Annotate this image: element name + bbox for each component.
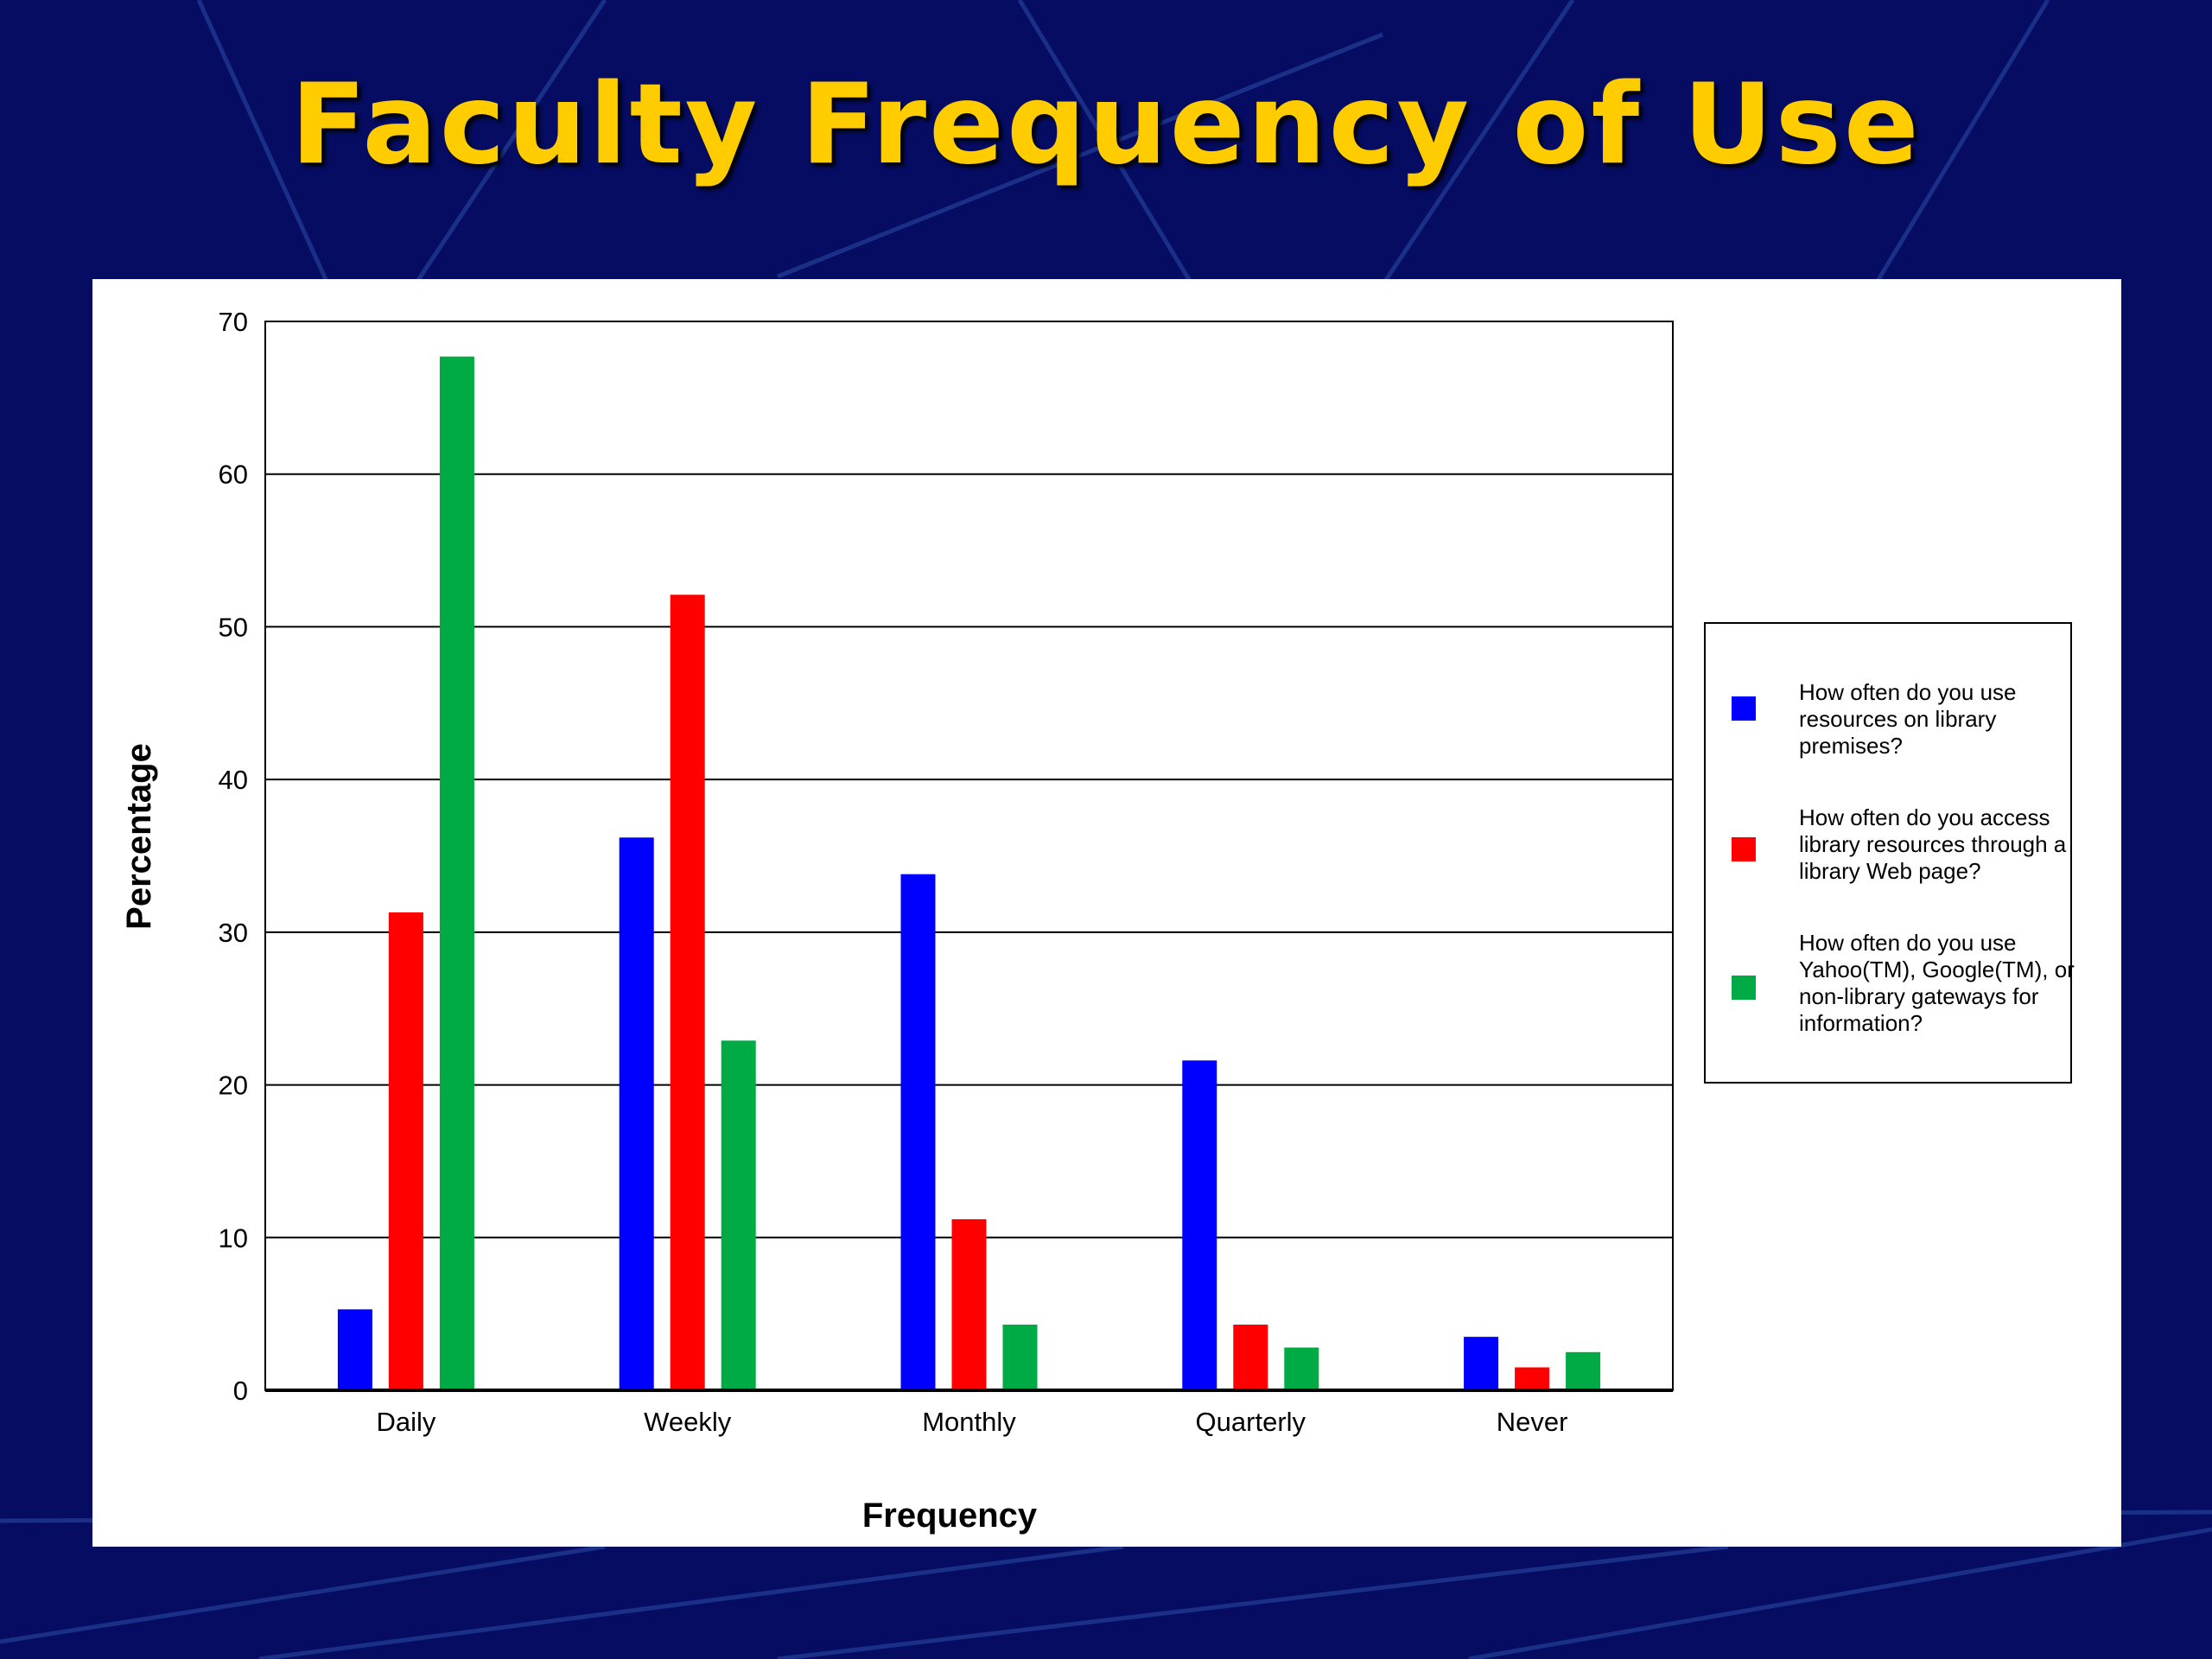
y-tick-label: 70 bbox=[219, 307, 248, 337]
bar-quarterly-series-3 bbox=[1284, 1347, 1319, 1390]
chart-legend: How often do you use resources on librar… bbox=[1704, 622, 2075, 1084]
x-axis-title: Frequency bbox=[862, 1497, 1038, 1535]
legend-label: How often do you access library resource… bbox=[1799, 804, 2067, 884]
bar-daily-series-3 bbox=[439, 356, 474, 1390]
bar-monthly-series-1 bbox=[900, 874, 936, 1390]
legend-label: How often do you use resources on librar… bbox=[1799, 679, 2017, 759]
y-tick-label: 10 bbox=[219, 1223, 248, 1253]
bar-quarterly-series-2 bbox=[1233, 1325, 1268, 1390]
y-tick-label: 20 bbox=[219, 1071, 248, 1101]
y-tick-label: 40 bbox=[219, 765, 248, 795]
bar-weekly-series-3 bbox=[721, 1040, 756, 1390]
x-tick-label: Weekly bbox=[644, 1407, 732, 1437]
bar-quarterly-series-1 bbox=[1182, 1060, 1217, 1390]
bar-never-series-1 bbox=[1464, 1337, 1499, 1390]
x-tick-label: Daily bbox=[376, 1407, 435, 1437]
bar-daily-series-2 bbox=[388, 912, 423, 1390]
gridlines bbox=[265, 473, 1673, 1239]
y-tick-labels: 0 10 20 30 40 50 60 70 bbox=[219, 307, 248, 1406]
y-tick-label: 30 bbox=[219, 918, 248, 948]
bar-never-series-2 bbox=[1515, 1367, 1550, 1390]
bar-weekly-series-1 bbox=[619, 837, 654, 1390]
bar-never-series-3 bbox=[1566, 1351, 1601, 1390]
slide-title: Faculty Frequency of Use bbox=[290, 60, 1922, 189]
legend-swatch-red bbox=[1732, 837, 1756, 861]
legend-swatch-blue bbox=[1732, 696, 1756, 721]
y-axis-title: Percentage bbox=[120, 743, 158, 930]
x-tick-label: Quarterly bbox=[1196, 1407, 1306, 1437]
bar-weekly-series-2 bbox=[670, 594, 705, 1390]
legend-swatch-green bbox=[1732, 976, 1756, 1000]
bar-daily-series-1 bbox=[337, 1309, 372, 1390]
x-tick-label: Monthly bbox=[922, 1407, 1016, 1437]
bars bbox=[337, 356, 1601, 1390]
y-tick-label: 50 bbox=[219, 612, 248, 642]
chart-panel: 0 10 20 30 40 50 60 70 Daily Weekly Monthly Quarte… bbox=[92, 279, 2121, 1547]
x-tick-labels: Daily Weekly Monthly Quarterly Never bbox=[376, 1407, 1567, 1437]
y-tick-label: 60 bbox=[219, 460, 248, 490]
x-tick-label: Never bbox=[1497, 1407, 1568, 1437]
bar-monthly-series-2 bbox=[951, 1219, 987, 1390]
bar-monthly-series-3 bbox=[1002, 1325, 1038, 1390]
legend-label: How often do you use Yahoo(TM), Google(T… bbox=[1799, 930, 2075, 1036]
y-tick-label: 0 bbox=[233, 1376, 248, 1406]
bar-chart: 0 10 20 30 40 50 60 70 Daily Weekly Monthly Quarte… bbox=[120, 307, 1674, 1535]
